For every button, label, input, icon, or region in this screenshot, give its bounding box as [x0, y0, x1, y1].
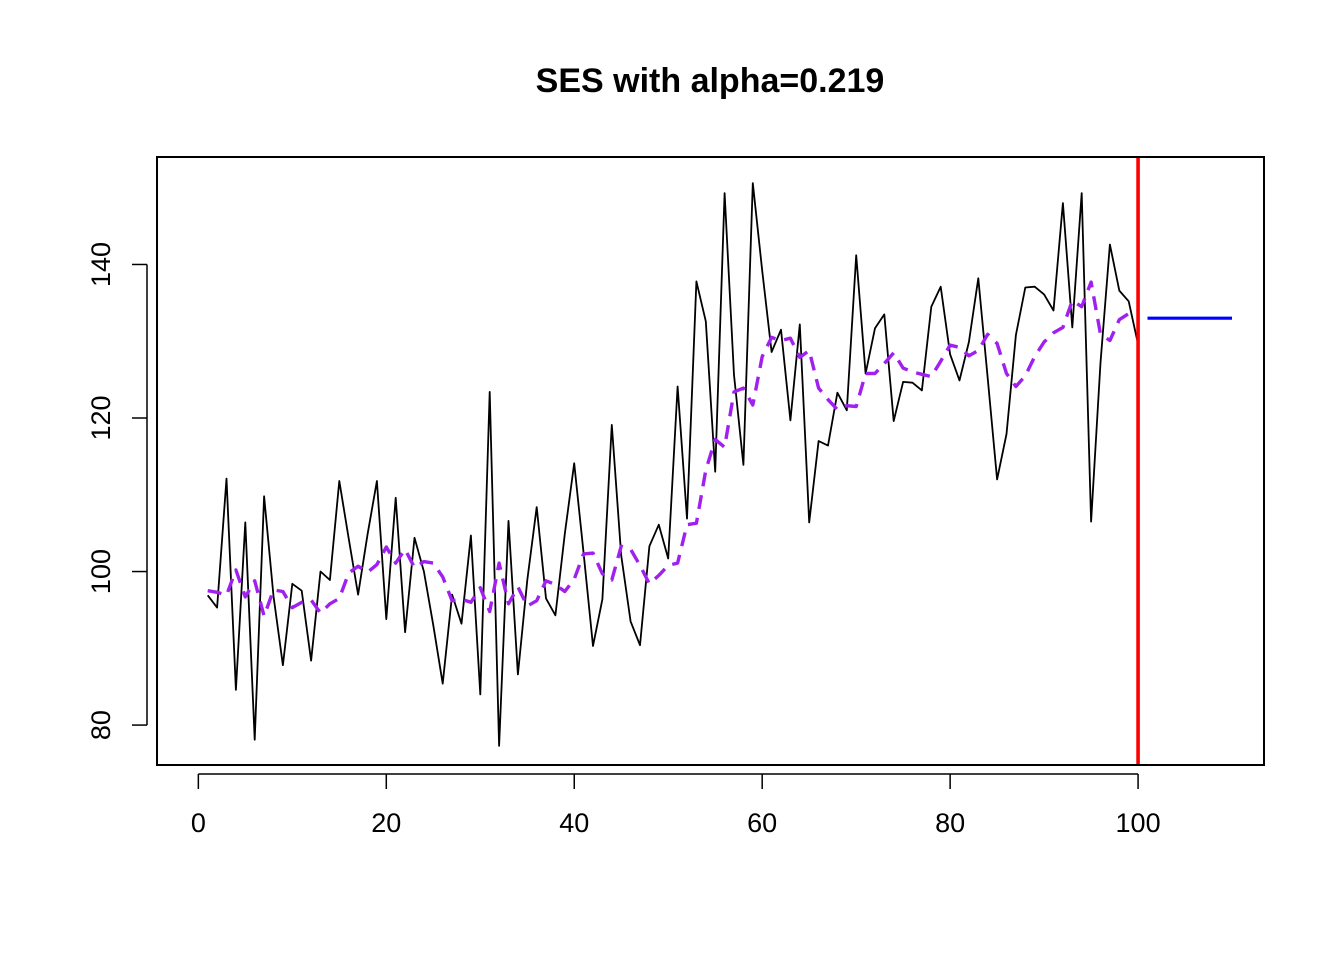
observed-series-line	[206, 182, 1139, 747]
x-tick-label: 20	[371, 808, 401, 838]
y-tick-label: 100	[86, 549, 116, 594]
x-axis: 0 20 40 60 80 100	[191, 773, 1161, 838]
x-tick-label: 0	[191, 808, 206, 838]
x-tick-label: 100	[1116, 808, 1161, 838]
y-tick-label: 120	[86, 395, 116, 440]
y-tick-label: 80	[86, 710, 116, 740]
x-tick-label: 80	[935, 808, 965, 838]
x-tick-label: 40	[559, 808, 589, 838]
x-tick-label: 60	[747, 808, 777, 838]
plot-area	[156, 156, 1265, 766]
plot-frame	[156, 156, 1265, 766]
fitted-series-line	[207, 280, 1139, 618]
chart-title: SES with alpha=0.219	[536, 62, 885, 100]
y-axis: 80 100 120 140	[86, 242, 148, 740]
series-layer	[206, 182, 1232, 747]
y-tick-label: 140	[86, 242, 116, 287]
